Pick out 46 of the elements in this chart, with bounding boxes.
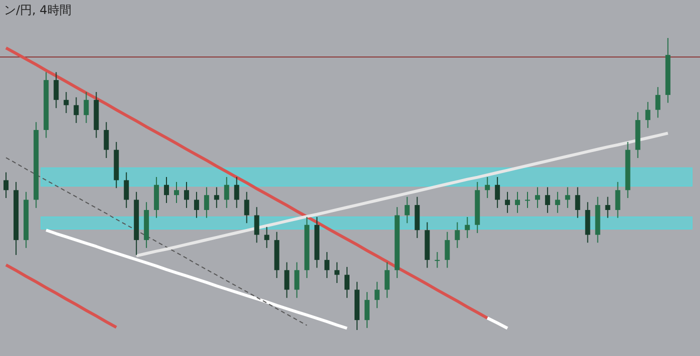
candlestick bbox=[484, 176, 490, 199]
candlestick bbox=[494, 176, 500, 208]
candlestick bbox=[655, 86, 660, 118]
candlestick bbox=[234, 176, 240, 208]
candlestick bbox=[464, 216, 470, 239]
candlestick bbox=[545, 186, 550, 214]
candlestick bbox=[184, 181, 190, 208]
candlestick bbox=[605, 196, 610, 218]
candlestick bbox=[84, 92, 89, 124]
chart-title: ン/円, 4時間 bbox=[4, 3, 72, 17]
candlestick bbox=[525, 191, 530, 208]
candlestick bbox=[444, 231, 450, 268]
candlestick bbox=[645, 101, 650, 128]
candlestick bbox=[194, 191, 200, 218]
candlestick bbox=[4, 172, 9, 199]
candlestick bbox=[214, 186, 220, 208]
candlestick bbox=[174, 181, 180, 204]
candlestick bbox=[224, 176, 230, 208]
candlestick bbox=[124, 172, 129, 208]
candlestick bbox=[434, 252, 440, 268]
candlestick bbox=[74, 96, 79, 124]
candlestick bbox=[164, 176, 169, 204]
candlestick bbox=[504, 191, 510, 214]
candlestick bbox=[244, 191, 250, 224]
candlestick bbox=[294, 262, 300, 298]
candlestick bbox=[64, 92, 69, 114]
candlestick bbox=[284, 262, 290, 298]
candlestick bbox=[454, 222, 460, 248]
candlestick bbox=[104, 122, 109, 159]
candlestick bbox=[615, 181, 620, 218]
candlestick bbox=[344, 266, 350, 298]
candlestick bbox=[384, 262, 390, 298]
candlestick bbox=[404, 196, 410, 224]
candlestick bbox=[514, 191, 520, 214]
candlestick bbox=[334, 262, 340, 284]
candlestick bbox=[575, 186, 580, 218]
candlestick bbox=[555, 191, 560, 214]
candlestick bbox=[54, 72, 59, 109]
candlestick bbox=[374, 281, 380, 309]
candlestick bbox=[324, 252, 330, 279]
candlestick bbox=[204, 186, 210, 218]
candlestick bbox=[535, 186, 540, 208]
candlestick bbox=[254, 206, 260, 244]
candlestick bbox=[264, 226, 270, 248]
candlestick bbox=[565, 186, 570, 208]
candlestick bbox=[364, 292, 370, 328]
